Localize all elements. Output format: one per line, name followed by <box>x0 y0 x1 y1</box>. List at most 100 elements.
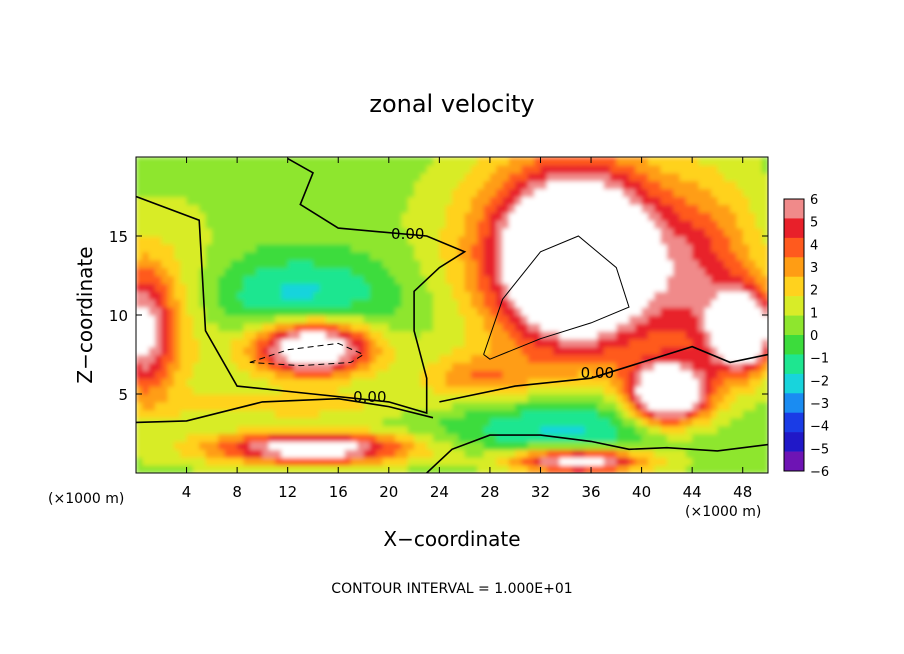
field-cell <box>641 362 649 371</box>
field-cell <box>338 251 346 261</box>
field-cell <box>331 228 339 237</box>
field-cell <box>610 204 617 213</box>
field-cell <box>275 441 282 450</box>
field-cell <box>338 441 346 450</box>
field-cell <box>534 188 542 198</box>
field-cell <box>154 338 162 348</box>
field-cell <box>376 196 384 205</box>
field-cell <box>534 275 542 284</box>
field-cell <box>186 236 194 245</box>
field-cell <box>761 204 768 213</box>
field-cell <box>761 228 768 237</box>
field-cell <box>237 275 245 284</box>
field-cell <box>275 315 282 324</box>
field-cell <box>470 307 478 316</box>
field-cell <box>300 243 308 253</box>
field-cell <box>654 441 662 450</box>
field-cell <box>376 401 384 411</box>
field-cell <box>496 243 504 253</box>
field-cell <box>420 401 428 411</box>
field-cell <box>388 433 396 442</box>
field-cell <box>730 465 737 473</box>
field-cell <box>275 283 282 292</box>
field-cell <box>496 433 504 442</box>
field-cell <box>300 338 308 348</box>
field-cell <box>243 441 251 450</box>
field-cell <box>306 172 314 182</box>
field-cell <box>685 417 693 427</box>
field-cell <box>711 307 719 316</box>
field-cell <box>527 322 535 332</box>
field-cell <box>546 283 554 292</box>
field-cell <box>692 322 700 332</box>
field-cell <box>433 228 440 237</box>
field-cell <box>268 433 276 442</box>
field-cell <box>477 386 485 395</box>
field-cell <box>534 457 542 466</box>
field-cell <box>698 449 706 458</box>
field-cell <box>540 322 548 332</box>
field-cell <box>331 465 339 473</box>
field-cell <box>180 180 188 190</box>
field-cell <box>395 259 403 269</box>
field-cell <box>628 330 636 340</box>
field-cell <box>319 346 327 356</box>
field-cell <box>173 188 181 198</box>
field-cell <box>540 465 548 473</box>
field-cell <box>357 204 365 213</box>
field-cell <box>186 243 194 253</box>
field-cell <box>597 220 605 229</box>
field-cell <box>565 409 573 419</box>
field-cell <box>363 299 371 308</box>
field-cell <box>294 338 301 348</box>
field-cell <box>477 259 485 269</box>
field-cell <box>730 204 737 213</box>
field-cell <box>591 441 598 450</box>
field-cell <box>540 220 548 229</box>
field-cell <box>275 275 282 284</box>
field-cell <box>395 307 403 316</box>
field-cell <box>736 251 744 261</box>
field-cell <box>603 243 611 253</box>
field-cell <box>742 307 750 316</box>
field-cell <box>344 425 352 435</box>
field-cell <box>666 354 674 363</box>
field-cell <box>761 425 768 435</box>
field-cell <box>287 425 295 435</box>
field-cell <box>319 386 327 395</box>
field-cell <box>673 196 681 205</box>
field-cell <box>477 196 485 205</box>
field-cell <box>306 299 314 308</box>
field-cell <box>647 457 655 466</box>
field-cell <box>508 299 516 308</box>
field-cell <box>218 433 226 442</box>
field-cell <box>591 394 598 403</box>
field-cell <box>312 386 320 395</box>
field-cell <box>426 236 434 245</box>
field-cell <box>275 338 282 348</box>
field-cell <box>584 164 592 174</box>
field-cell <box>679 157 687 166</box>
field-cell <box>357 315 365 324</box>
field-cell <box>584 433 592 442</box>
field-cell <box>685 236 693 245</box>
field-cell <box>483 204 491 213</box>
field-cell <box>205 394 213 403</box>
field-cell <box>439 236 447 245</box>
field-cell <box>363 259 371 269</box>
field-cell <box>262 338 270 348</box>
field-cell <box>357 291 365 300</box>
field-cell <box>584 354 592 363</box>
field-cell <box>698 228 706 237</box>
field-cell <box>388 283 396 292</box>
field-cell <box>256 362 263 371</box>
field-cell <box>211 417 219 427</box>
field-cell <box>742 243 750 253</box>
field-cell <box>496 172 504 182</box>
field-cell <box>603 330 611 340</box>
field-cell <box>249 228 257 237</box>
field-cell <box>167 338 175 348</box>
field-cell <box>445 188 453 198</box>
field-cell <box>433 180 440 190</box>
field-cell <box>407 283 415 292</box>
